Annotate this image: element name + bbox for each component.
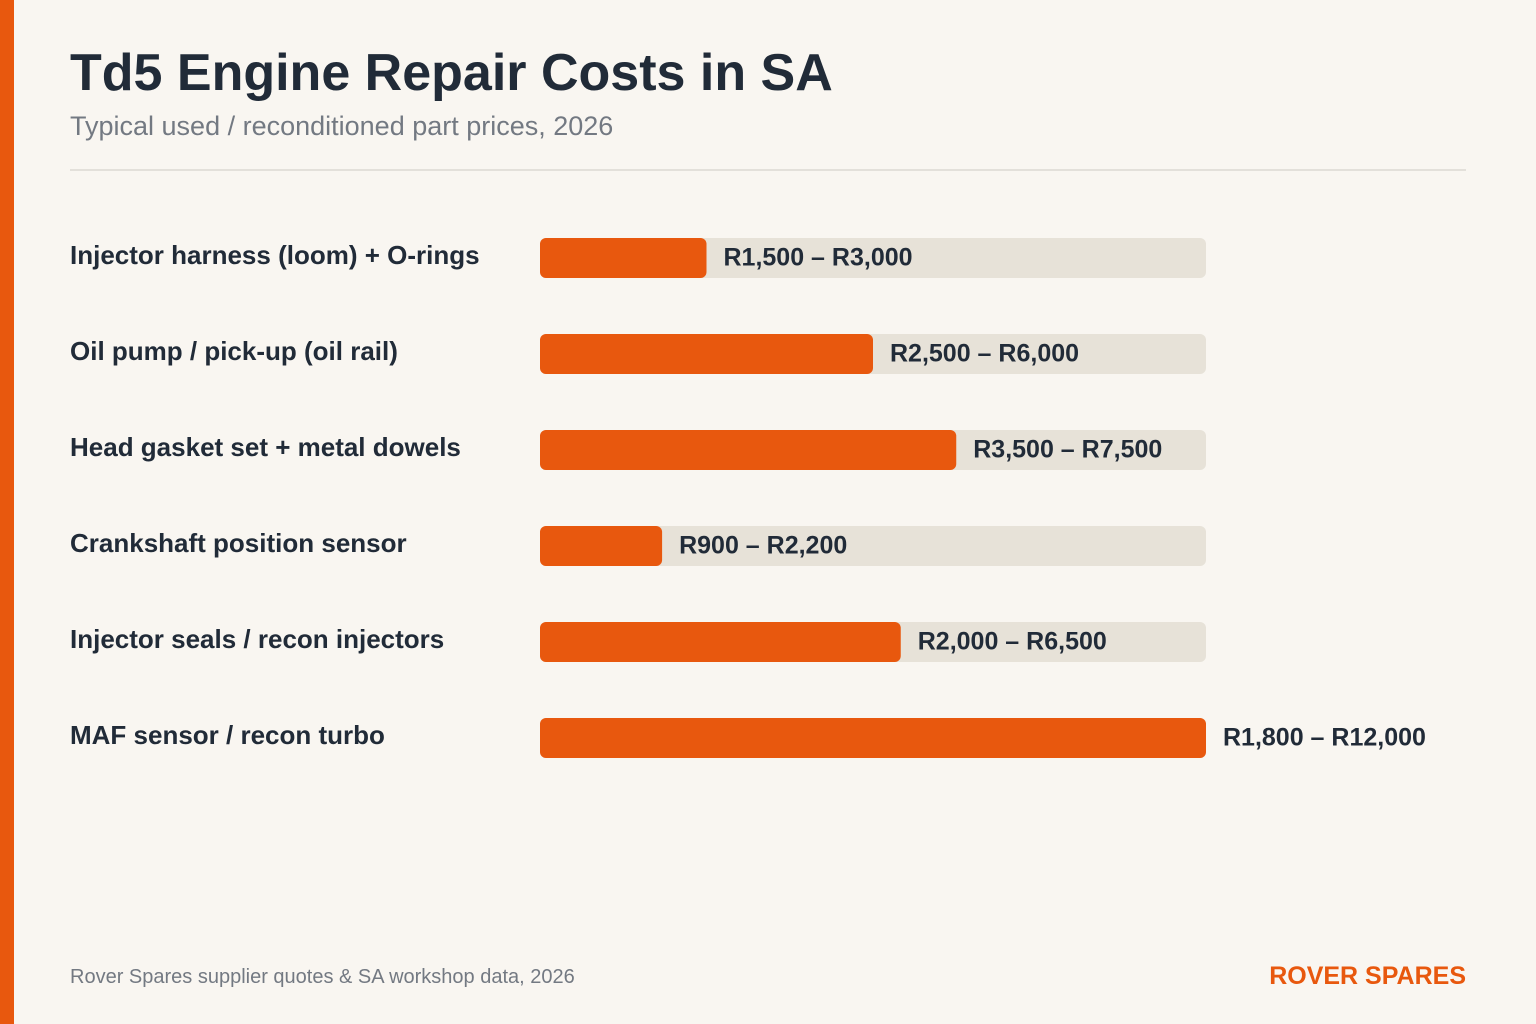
- category-label: Injector seals / recon injectors: [70, 624, 444, 654]
- value-label: R3,500 – R7,500: [973, 436, 1162, 464]
- source-note: Rover Spares supplier quotes & SA worksh…: [70, 966, 575, 988]
- value-label: R1,800 – R12,000: [1223, 724, 1426, 752]
- value-label: R2,000 – R6,500: [918, 628, 1107, 656]
- header-divider: [70, 169, 1466, 171]
- bar: [540, 718, 1206, 758]
- bar: [540, 430, 957, 470]
- category-label: Crankshaft position sensor: [70, 528, 407, 558]
- chart-title: Td5 Engine Repair Costs in SA: [70, 44, 833, 102]
- bar: [540, 526, 663, 566]
- value-label: R900 – R2,200: [679, 532, 847, 560]
- value-label: R1,500 – R3,000: [724, 244, 913, 272]
- bar: [540, 334, 873, 374]
- chart-subtitle: Typical used / reconditioned part prices…: [70, 111, 614, 141]
- bar-track: [540, 526, 1206, 566]
- value-label: R2,500 – R6,000: [890, 340, 1079, 368]
- bar: [540, 238, 707, 278]
- category-label: Injector harness (loom) + O-rings: [70, 240, 480, 270]
- category-label: Oil pump / pick-up (oil rail): [70, 336, 398, 366]
- brand-logo-text: ROVER SPARES: [1269, 962, 1466, 990]
- accent-stripe: [0, 0, 14, 1024]
- bar: [540, 622, 901, 662]
- category-label: MAF sensor / recon turbo: [70, 720, 385, 750]
- category-label: Head gasket set + metal dowels: [70, 432, 461, 462]
